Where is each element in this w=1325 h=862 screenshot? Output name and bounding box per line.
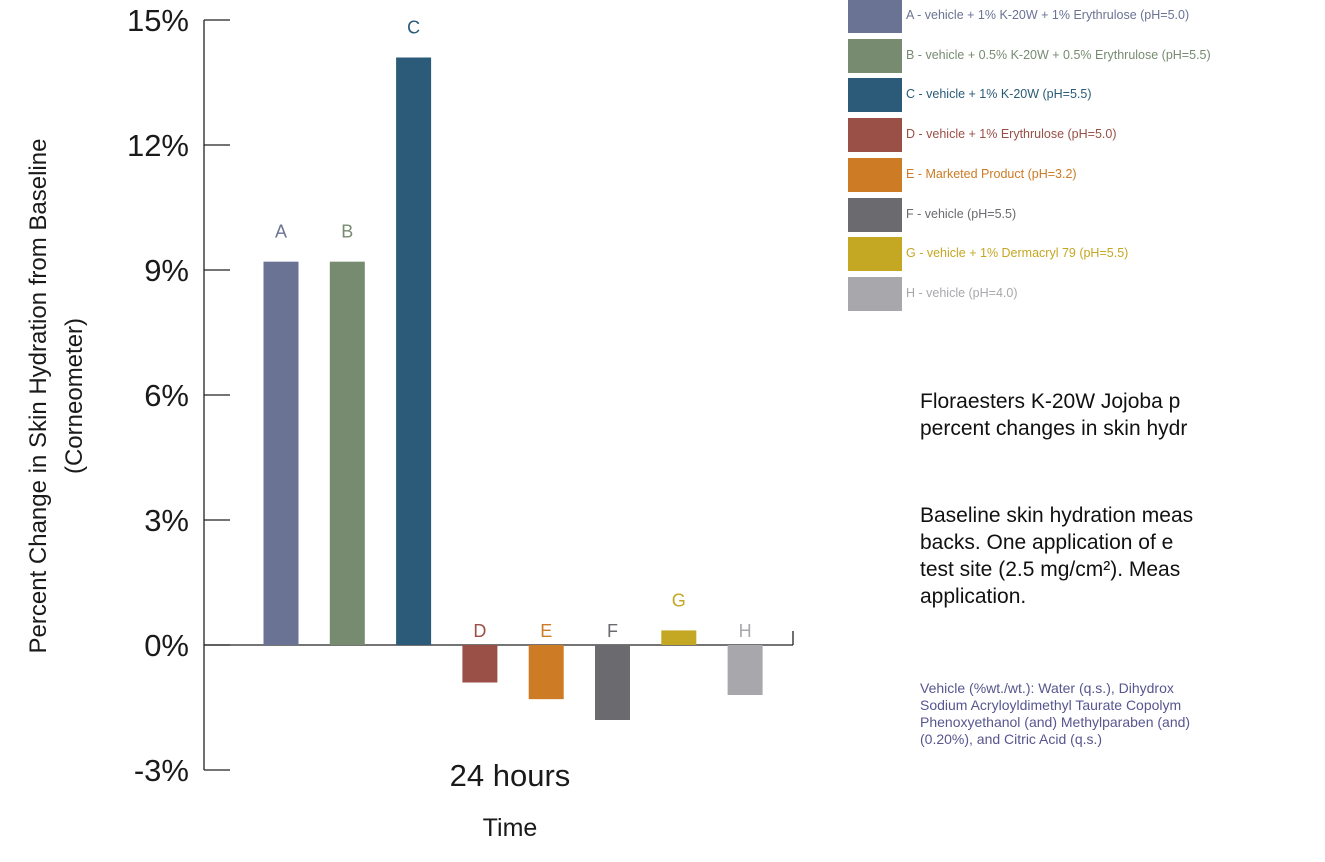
bar-f (595, 645, 630, 720)
x-category-label: 24 hours (450, 758, 571, 793)
legend-item-d: D - vehicle + 1% Erythrulose (pH=5.0) (848, 118, 1325, 153)
caption-2: Baseline skin hydration meas backs. One … (920, 502, 1325, 610)
bar-label-e: E (540, 621, 552, 641)
bar-label-c: C (407, 18, 420, 38)
bar-b (329, 261, 365, 645)
legend-item-h: H - vehicle (pH=4.0) (848, 276, 1325, 311)
bars (263, 57, 763, 720)
legend-swatch (848, 78, 902, 113)
legend-label: C - vehicle + 1% K-20W (pH=5.5) (906, 87, 1092, 102)
legend-label: B - vehicle + 0.5% K-20W + 0.5% Erythrul… (906, 47, 1211, 62)
y-tick-label: 0% (144, 628, 189, 663)
bar-chart: Percent Change in Skin Hydration from Ba… (25, 3, 794, 842)
bar-c (396, 57, 432, 645)
legend-item-g: G - vehicle + 1% Dermacryl 79 (pH=5.5) (848, 237, 1325, 272)
legend-swatch (848, 118, 902, 153)
bar-label-d: D (473, 621, 486, 641)
axes: 15% 12% 9% 6% 3% 0% -3% (127, 3, 794, 788)
legend-label: F - vehicle (pH=5.5) (906, 206, 1017, 221)
y-tick-label: 6% (144, 378, 189, 413)
legend-item-c: C - vehicle + 1% K-20W (pH=5.5) (848, 78, 1325, 113)
y-tick-label: 15% (127, 3, 189, 38)
bar-e (528, 645, 564, 700)
y-axis-title: Percent Change in Skin Hydration from Ba… (25, 139, 52, 654)
legend-item-f: F - vehicle (pH=5.5) (848, 197, 1325, 232)
caption-3: Vehicle (%wt./wt.): Water (q.s.), Dihydr… (920, 680, 1325, 748)
legend-label: H - vehicle (pH=4.0) (906, 285, 1018, 300)
bar-g (661, 630, 697, 645)
bar-label-b: B (341, 222, 353, 242)
legend-swatch (848, 237, 902, 272)
caption-paragraph-1: Floraesters K-20W Jojoba p percent chang… (920, 390, 1188, 440)
legend-label: D - vehicle + 1% Erythrulose (pH=5.0) (906, 127, 1117, 142)
bar-d (462, 645, 498, 683)
bar-h (727, 645, 763, 695)
y-tick-label: -3% (134, 753, 189, 788)
legend-swatch (848, 197, 902, 232)
bar-label-h: H (739, 621, 752, 641)
legend-label: G - vehicle + 1% Dermacryl 79 (pH=5.5) (906, 246, 1129, 261)
bar-labels: A B C D E F G H (275, 18, 752, 642)
y-axis-subtitle: (Corneometer) (61, 318, 88, 474)
y-tick-label: 9% (144, 253, 189, 288)
legend-swatch (848, 157, 902, 192)
legend-swatch (848, 0, 902, 33)
legend-label: A - vehicle + 1% K-20W + 1% Erythrulose … (906, 8, 1190, 22)
legend-item-a: A - vehicle + 1% K-20W + 1% Erythrulose … (848, 0, 1325, 33)
bar-a (263, 261, 299, 645)
caption: Floraesters K-20W Jojoba p percent chang… (920, 388, 1325, 442)
bar-label-g: G (672, 590, 686, 610)
bar-label-f: F (607, 621, 618, 641)
vehicle-composition: Vehicle (%wt./wt.): Water (q.s.), Dihydr… (920, 680, 1191, 747)
bar-label-a: A (275, 222, 287, 242)
legend-item-b: B - vehicle + 0.5% K-20W + 0.5% Erythrul… (848, 38, 1325, 73)
legend-item-e: E - Marketed Product (pH=3.2) (848, 157, 1325, 192)
legend-swatch (848, 276, 902, 311)
y-tick-label: 12% (127, 128, 189, 163)
legend-label: E - Marketed Product (pH=3.2) (906, 166, 1077, 181)
x-axis-title: Time (483, 814, 538, 842)
y-tick-label: 3% (144, 503, 189, 538)
caption-paragraph-2: Baseline skin hydration meas backs. One … (920, 504, 1194, 608)
legend-swatch (848, 38, 902, 73)
y-axis-title-group: Percent Change in Skin Hydration from Ba… (25, 139, 88, 654)
